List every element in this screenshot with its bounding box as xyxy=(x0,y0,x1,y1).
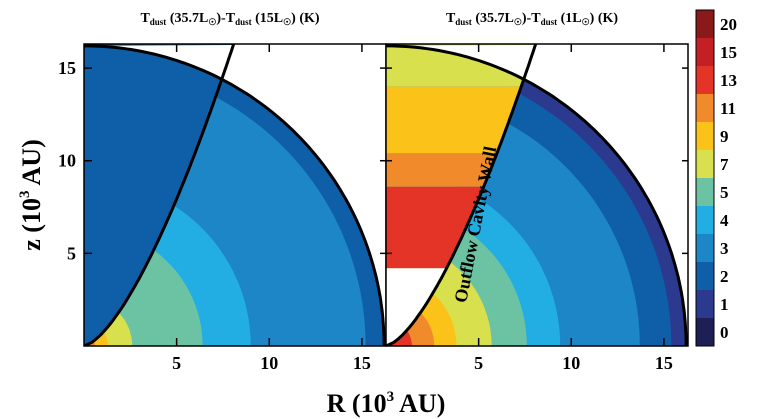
panel-right: Tdust (35.7L☉)-Tdust (1L☉) (K) 5 10 15Outf… xyxy=(385,11,689,373)
outflow-cavity-wall-line xyxy=(386,44,538,346)
colorbar-swatch xyxy=(696,318,714,347)
colorbar-swatch xyxy=(696,262,714,291)
colorbar-frame xyxy=(695,9,715,347)
colorbar-swatch xyxy=(696,94,714,123)
colorbar-label: 20 xyxy=(720,15,737,34)
colorbar-label: 0 xyxy=(720,323,729,342)
colorbar-label: 7 xyxy=(720,155,729,174)
x-tick-label: 15 xyxy=(655,353,673,373)
panel-left-title: Tdust (35.7L☉)-Tdust (15L☉) (K) xyxy=(140,11,319,27)
colorbar-swatch xyxy=(696,178,714,207)
colorbar-label: 2 xyxy=(720,267,729,286)
outer-boundary-arc xyxy=(386,44,688,346)
x-axis-label: R (103 AU) xyxy=(327,389,446,418)
y-tick-label: 15 xyxy=(58,58,76,78)
colorbar-label: 11 xyxy=(720,99,736,118)
heatmap-right xyxy=(386,44,688,346)
colorbar-label: 4 xyxy=(720,211,729,230)
heatmap-left xyxy=(84,44,386,346)
x-tick-label: 10 xyxy=(260,353,278,373)
colorbar: 20 15 13 11 9 7 5 4 3 2 1 0 xyxy=(695,9,737,347)
outside-region xyxy=(386,44,688,346)
outside-region xyxy=(84,44,386,346)
x-tick-label: 5 xyxy=(474,353,483,373)
panel-left: Tdust (35.7L☉)-Tdust (15L☉) (K) 5 10 15 5 10… xyxy=(58,11,387,373)
x-tick-label: 15 xyxy=(353,353,371,373)
colorbar-label: 9 xyxy=(720,127,729,146)
colorbar-label: 15 xyxy=(720,43,737,62)
colorbar-label: 1 xyxy=(720,295,729,314)
y-axis-label: z (103 AU) xyxy=(17,139,46,250)
colorbar-swatch xyxy=(696,206,714,235)
colorbar-swatch xyxy=(696,290,714,319)
colorbar-swatch xyxy=(696,150,714,179)
colorbar-swatch xyxy=(696,122,714,151)
colorbar-label: 13 xyxy=(720,71,737,90)
colorbar-swatch xyxy=(696,66,714,95)
x-tick-label: 5 xyxy=(172,353,181,373)
colorbar-swatch xyxy=(696,38,714,67)
colorbar-swatch xyxy=(696,10,714,39)
plot-frame xyxy=(385,43,689,347)
cavity-fill xyxy=(84,44,234,346)
colorbar-label: 5 xyxy=(720,183,729,202)
outer-boundary-arc xyxy=(84,44,386,346)
colorbar-swatch xyxy=(696,234,714,263)
y-tick-label: 5 xyxy=(67,243,76,263)
panel-right-title: Tdust (35.7L☉)-Tdust (1L☉) (K) xyxy=(446,11,618,27)
outflow-cavity-wall-line xyxy=(84,44,236,346)
colorbar-label: 3 xyxy=(720,239,729,258)
y-tick-label: 10 xyxy=(58,151,76,171)
x-tick-label: 10 xyxy=(562,353,580,373)
